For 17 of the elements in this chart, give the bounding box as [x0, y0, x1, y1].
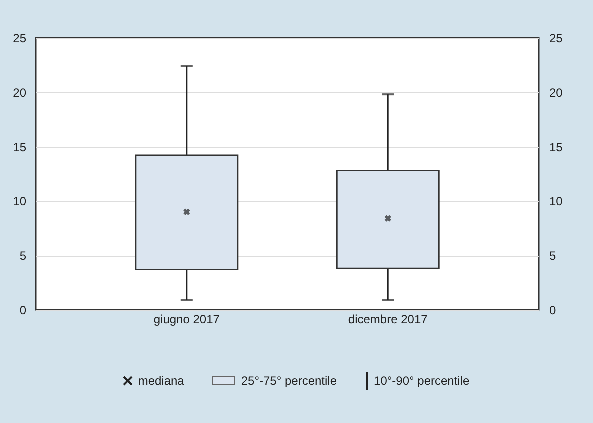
y-tick-label: 20	[13, 86, 27, 100]
y2-tick-label: 15	[550, 140, 564, 154]
y2-tick-label: 5	[550, 249, 556, 264]
y2-tick-label: 20	[550, 86, 564, 100]
y2-tick-label: 25	[550, 32, 564, 46]
x-tick-label: giugno 2017	[154, 312, 220, 326]
y-tick-label: 15	[13, 140, 27, 154]
x-tick-label: dicembre 2017	[348, 312, 428, 326]
text: 25°-75° percentile	[241, 374, 338, 388]
y-tick-label: 10	[13, 194, 27, 209]
y-tick-label: 5	[20, 249, 27, 264]
y-tick-label: 0	[20, 304, 27, 318]
y2-tick-label: 10	[550, 194, 564, 209]
text: mediana	[138, 374, 184, 388]
text: 10°-90° percentile	[374, 374, 470, 388]
y2-tick-label: 0	[550, 304, 556, 318]
y-tick-label: 25	[13, 32, 27, 46]
